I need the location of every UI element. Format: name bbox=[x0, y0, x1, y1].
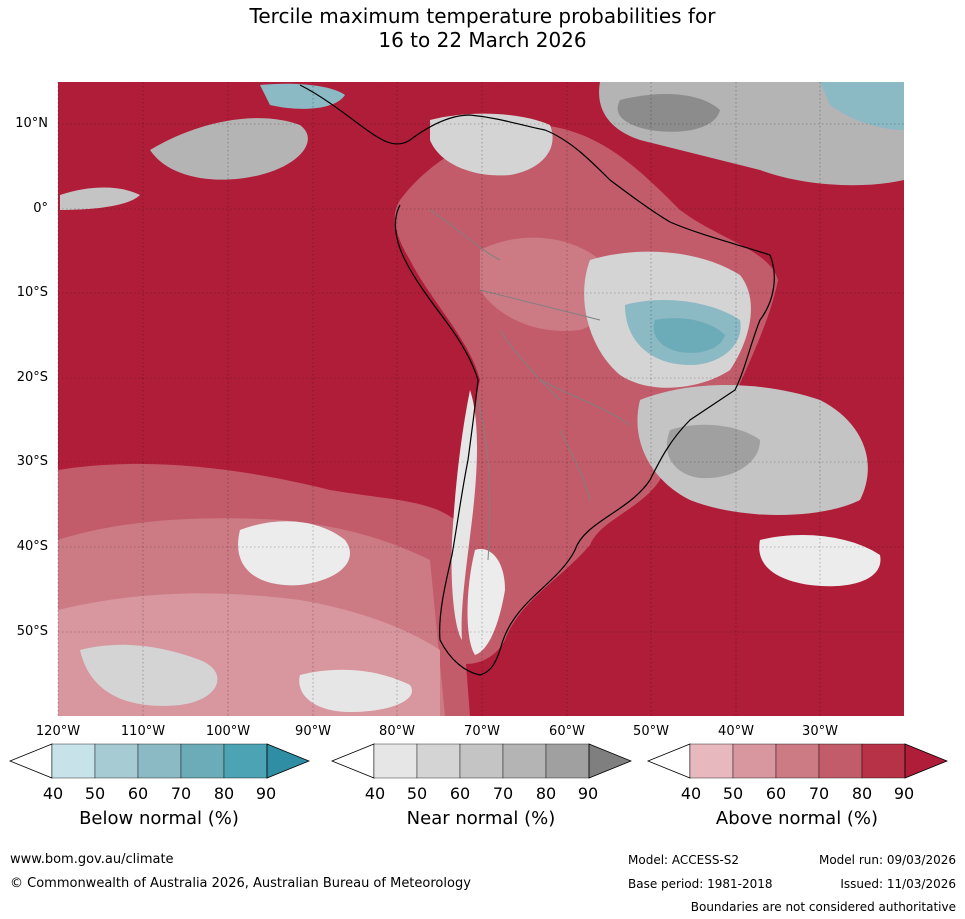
near-normal-label: Near normal (%) bbox=[406, 808, 556, 829]
country-borders bbox=[429, 209, 631, 561]
above-bin-3 bbox=[775, 743, 820, 779]
below-bin-5 bbox=[223, 743, 268, 779]
near-tick-60: 60 bbox=[449, 784, 471, 803]
above-bin-5 bbox=[861, 743, 906, 779]
title-line-2: 16 to 22 March 2026 bbox=[378, 28, 587, 52]
lon-label-120w: 120°W bbox=[35, 724, 81, 739]
colorbar-below bbox=[8, 743, 310, 779]
above-tick-60: 60 bbox=[765, 784, 787, 803]
patagonia-near-normal bbox=[467, 549, 505, 655]
equatorial-near-patch bbox=[60, 187, 140, 210]
amazon-above-60 bbox=[480, 237, 611, 331]
above-tick-70: 70 bbox=[808, 784, 830, 803]
below-normal-label: Below normal (%) bbox=[79, 808, 239, 829]
above-bin-2 bbox=[732, 743, 777, 779]
lon-label-100w: 100°W bbox=[205, 724, 251, 739]
website-link[interactable]: www.bom.gov.au/climate bbox=[10, 852, 174, 867]
issued-text: Issued: 11/03/2026 bbox=[840, 877, 956, 891]
below-bin-high-triangle bbox=[266, 743, 310, 779]
lon-label-80w: 80°W bbox=[379, 724, 415, 739]
near-bin-4 bbox=[502, 743, 547, 779]
south-pacific-near-patch bbox=[238, 521, 350, 586]
north-atlantic-near-90 bbox=[617, 94, 720, 132]
title-line-1: Tercile maximum temperature probabilitie… bbox=[249, 4, 716, 28]
lat-label-0: 0° bbox=[33, 201, 48, 216]
near-bin-3 bbox=[459, 743, 504, 779]
map-field bbox=[58, 82, 904, 716]
coastline bbox=[299, 84, 775, 676]
near-tick-40: 40 bbox=[364, 784, 386, 803]
venezuela-near-normal bbox=[430, 113, 553, 176]
colorbar-above bbox=[646, 743, 948, 779]
model-run-text: Model run: 09/03/2026 bbox=[818, 853, 956, 867]
lat-label-50s: 50°S bbox=[16, 624, 48, 639]
below-tick-50: 50 bbox=[84, 784, 106, 803]
below-tick-70: 70 bbox=[170, 784, 192, 803]
below-bin-3 bbox=[137, 743, 182, 779]
lat-label-20s: 20°S bbox=[16, 370, 48, 385]
near-tick-90: 90 bbox=[577, 784, 599, 803]
above-bin-4 bbox=[818, 743, 863, 779]
chart-title: Tercile maximum temperature probabilitie… bbox=[0, 4, 965, 52]
copyright-text: © Commonwealth of Australia 2026, Austra… bbox=[10, 876, 471, 891]
near-bin-high-triangle bbox=[588, 743, 632, 779]
near-tick-50: 50 bbox=[406, 784, 428, 803]
disclaimer-text: Boundaries are not considered authoritat… bbox=[690, 900, 956, 914]
lon-label-40w: 40°W bbox=[718, 724, 754, 739]
lon-label-110w: 110°W bbox=[120, 724, 166, 739]
far-south-near-patch bbox=[80, 644, 218, 706]
model-text: Model: ACCESS-S2 bbox=[628, 853, 740, 867]
above-tick-40: 40 bbox=[680, 784, 702, 803]
below-tick-60: 60 bbox=[127, 784, 149, 803]
lon-label-50w: 50°W bbox=[633, 724, 669, 739]
above-bin-low-triangle bbox=[646, 743, 691, 779]
brazil-below-normal-80 bbox=[653, 318, 725, 353]
andes-near-normal bbox=[451, 390, 477, 640]
below-tick-80: 80 bbox=[213, 784, 235, 803]
near-bin-low-triangle bbox=[330, 743, 375, 779]
central-pacific-near-patch bbox=[150, 118, 308, 180]
north-atlantic-below-patch bbox=[820, 82, 904, 130]
above-tick-80: 80 bbox=[851, 784, 873, 803]
above-tick-50: 50 bbox=[722, 784, 744, 803]
below-bin-2 bbox=[94, 743, 139, 779]
colorbar-near bbox=[330, 743, 632, 779]
lat-label-10n: 10°N bbox=[15, 116, 48, 131]
south-atlantic-near-80 bbox=[666, 424, 760, 479]
lat-label-30s: 30°S bbox=[16, 454, 48, 469]
lon-label-30w: 30°W bbox=[802, 724, 838, 739]
above-tick-90: 90 bbox=[893, 784, 915, 803]
lon-label-90w: 90°W bbox=[295, 724, 331, 739]
below-tick-40: 40 bbox=[42, 784, 64, 803]
above-bin-high-triangle bbox=[904, 743, 948, 779]
south-atlantic-near-patch bbox=[759, 535, 881, 587]
above-bin-1 bbox=[689, 743, 734, 779]
below-bin-4 bbox=[180, 743, 225, 779]
lon-label-70w: 70°W bbox=[464, 724, 500, 739]
below-bin-1 bbox=[51, 743, 96, 779]
lat-label-10s: 10°S bbox=[16, 285, 48, 300]
far-south-near-patch-2 bbox=[299, 669, 412, 712]
near-bin-1 bbox=[373, 743, 418, 779]
near-bin-2 bbox=[416, 743, 461, 779]
above-normal-label: Above normal (%) bbox=[715, 808, 879, 829]
near-tick-80: 80 bbox=[535, 784, 557, 803]
below-bin-low-triangle bbox=[8, 743, 53, 779]
base-period-text: Base period: 1981-2018 bbox=[628, 877, 773, 891]
north-below-patch bbox=[260, 83, 345, 109]
lat-label-40s: 40°S bbox=[16, 539, 48, 554]
near-bin-5 bbox=[545, 743, 590, 779]
below-tick-90: 90 bbox=[255, 784, 277, 803]
near-tick-70: 70 bbox=[492, 784, 514, 803]
graticule bbox=[57, 82, 904, 716]
lon-label-60w: 60°W bbox=[549, 724, 585, 739]
